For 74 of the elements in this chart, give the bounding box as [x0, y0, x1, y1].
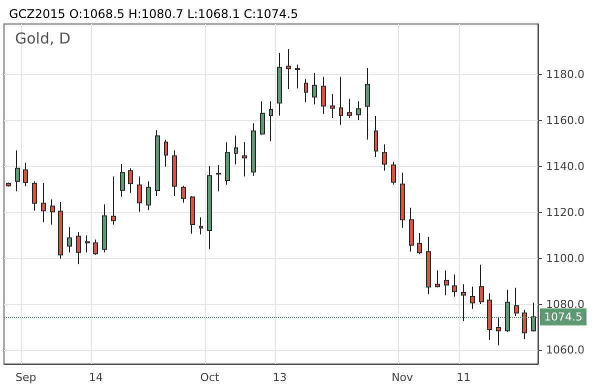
candlestick — [452, 274, 457, 298]
candlestick — [356, 100, 361, 121]
x-tick-label: Sep — [16, 371, 36, 384]
candlestick — [304, 78, 308, 103]
candlestick — [260, 100, 265, 136]
candlestick — [137, 176, 142, 212]
candlestick — [496, 316, 501, 346]
candlestick — [365, 68, 370, 140]
x-tick-label: Oct — [200, 371, 220, 384]
candlestick — [32, 180, 37, 212]
candlestick — [251, 122, 256, 176]
candlestick — [234, 135, 238, 165]
x-tick-label: 13 — [272, 371, 287, 384]
candlestick — [409, 207, 414, 252]
candlestick — [181, 185, 186, 204]
x-tick-label: 11 — [456, 371, 471, 384]
candlestick — [15, 150, 20, 192]
candlestick — [41, 182, 46, 223]
candlestick — [146, 180, 151, 211]
candlestick — [417, 232, 422, 255]
candlestick — [444, 270, 449, 296]
candlestick — [277, 52, 282, 116]
candlestick — [128, 168, 133, 194]
candlestick — [426, 236, 431, 295]
candlestick — [330, 94, 335, 118]
y-tick-label: 1140.0 — [546, 160, 584, 173]
y-tick-label: 1160.0 — [546, 114, 584, 127]
y-tick-label: 1080.0 — [546, 298, 584, 311]
candlestick — [199, 216, 203, 235]
candlestick — [435, 270, 440, 288]
candlestick — [120, 164, 125, 198]
candlestick — [461, 284, 466, 322]
candlestick — [225, 142, 230, 186]
y-tick-label: 1120.0 — [546, 206, 584, 219]
candlestick — [242, 142, 247, 178]
candlestick — [23, 162, 28, 187]
candlestick — [295, 64, 300, 89]
chart-title: GCZ2015 O:1068.5 H:1080.7 L:1068.1 C:1074.5 — [9, 7, 298, 21]
candlestick — [85, 234, 90, 253]
candlestick — [76, 232, 81, 265]
candlestick — [400, 172, 405, 228]
candlestick — [522, 309, 527, 340]
candlestick — [155, 130, 160, 197]
candlestick — [164, 139, 168, 168]
candlestick — [67, 226, 72, 253]
chart-subtitle: Gold, D — [15, 30, 71, 48]
y-tick-label: 1060.0 — [546, 344, 584, 357]
candlestick — [347, 98, 352, 118]
candlestick — [487, 292, 492, 340]
y-tick-label: 1100.0 — [546, 252, 584, 265]
candlestick — [58, 202, 63, 260]
ref-line-label: 1074.5 — [544, 310, 582, 324]
candlestick — [111, 176, 116, 226]
candlestick — [470, 286, 475, 310]
candlestick — [286, 48, 291, 90]
candlestick — [339, 76, 343, 126]
candlestick — [50, 198, 55, 226]
candlestick — [382, 144, 387, 172]
candlestick — [391, 161, 396, 186]
candlestick — [216, 164, 221, 192]
candlestick — [514, 287, 519, 316]
candlestick — [102, 204, 107, 253]
x-tick-label: Nov — [392, 371, 414, 384]
candlestick — [269, 100, 273, 142]
candlestick — [172, 150, 177, 197]
x-tick-label: 14 — [88, 371, 103, 384]
y-tick-label: 1180.0 — [546, 68, 584, 82]
candlestick — [321, 76, 326, 114]
candlestick — [207, 165, 212, 250]
candlestick — [93, 238, 98, 256]
candlestick — [190, 196, 195, 234]
candlestick — [312, 72, 317, 105]
candlestick — [479, 264, 484, 305]
candlestick — [374, 115, 378, 158]
